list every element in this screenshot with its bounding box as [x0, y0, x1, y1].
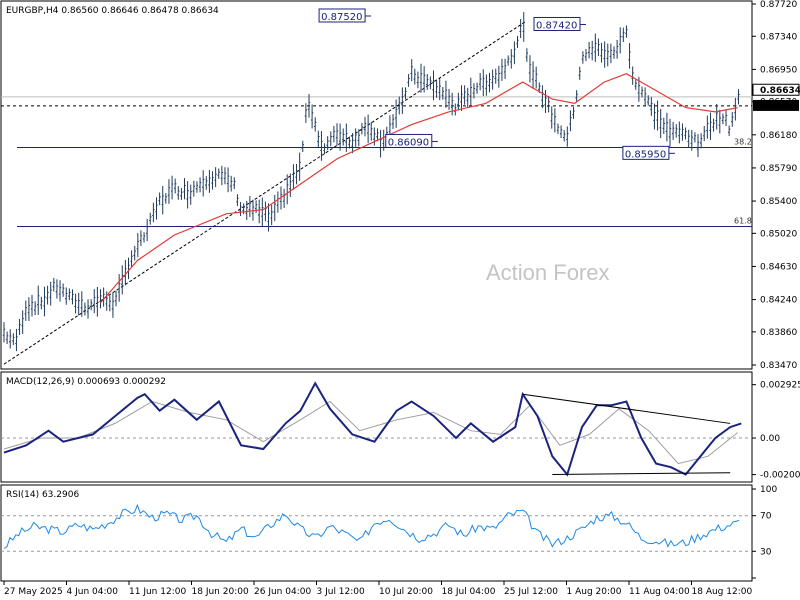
fib-label: 61.8 [734, 217, 752, 226]
macd-tick-label: 0.002925 [760, 381, 800, 391]
callout-label: 0.87520 [321, 12, 362, 23]
price-tick-label: 0.84240 [760, 296, 797, 306]
x-tick-label: 1 Aug 20:00 [567, 587, 622, 597]
macd-layer: 0.002925 0.00 -0.002002 [1, 381, 800, 481]
price-layer: 0.877200.873400.869500.865700.861800.857… [1, 0, 800, 371]
fib-label: 38.2 [734, 138, 752, 147]
macd-line [3, 381, 742, 477]
price-panel-frame [0, 0, 753, 370]
moving-average-line [99, 73, 738, 304]
rsi-tick-label: 30 [760, 547, 772, 557]
rsi-title: RSI(14) 63.2906 [6, 490, 79, 500]
rsi-tick-label: 100 [760, 485, 777, 495]
price-tick-label: 0.84630 [760, 262, 797, 272]
x-tick-label: 3 Jul 12:00 [317, 587, 366, 597]
price-tick-label: 0.86950 [760, 65, 797, 75]
watermark: Action Forex [486, 260, 610, 285]
macd-trend-lower [552, 472, 731, 476]
x-tick-label: 10 Jul 20:00 [379, 587, 433, 597]
macd-signal-line [3, 400, 738, 465]
x-tick-label: 11 Aug 04:00 [629, 587, 690, 597]
x-tick-label: 25 Jul 12:00 [504, 587, 558, 597]
x-tick-label: 18 Jul 04:00 [442, 587, 496, 597]
last-price-tag [752, 83, 800, 96]
price-tick-label: 0.83860 [760, 328, 797, 338]
macd-title: MACD(12,26,9) 0.000693 0.000292 [6, 377, 166, 387]
x-tick-label: 4 Jun 04:00 [67, 587, 119, 597]
callout-label: 0.86090 [388, 137, 429, 148]
ref-price-tag [753, 99, 799, 111]
x-axis: 27 May 2025 4 Jun 04:00 11 Jun 12:00 18 Jun… [3, 581, 753, 597]
x-tick-label: 18 Aug 12:00 [692, 587, 753, 597]
macd-trend-upper [522, 393, 731, 424]
x-tick-label: 27 May 2025 [4, 587, 63, 597]
ref-price-label: 0.86520 [760, 102, 797, 112]
price-tick-label: 0.86180 [760, 131, 797, 141]
rsi-line [3, 503, 740, 549]
x-tick-label: 11 Jun 12:00 [129, 587, 186, 597]
rsi-tick-label: 70 [760, 512, 772, 522]
price-tick-label: 0.85400 [760, 197, 797, 207]
macd-panel-frame [0, 371, 753, 483]
price-tick-label: 0.85020 [760, 229, 797, 239]
callout-label: 0.87420 [536, 20, 577, 31]
price-tick-label: 0.83470 [760, 361, 797, 371]
x-tick-label: 18 Jun 20:00 [192, 587, 249, 597]
chart-header: EURGBP,H4 0.86560 0.86646 0.86478 0.8663… [6, 6, 219, 16]
price-tick-label: 0.87340 [760, 32, 797, 42]
last-price-label: 0.86634 [760, 86, 800, 96]
trendline [3, 20, 527, 365]
x-tick-label: 26 Jun 04:00 [254, 587, 311, 597]
rsi-layer: 100 70 30 [1, 485, 777, 579]
price-tick-label: 0.85790 [760, 164, 797, 174]
price-tick-label: 0.87720 [760, 0, 797, 10]
macd-tick-label: -0.002002 [760, 471, 800, 481]
macd-tick-label: 0.00 [760, 434, 780, 444]
callout-label: 0.85950 [625, 149, 666, 160]
rsi-panel-frame [0, 484, 753, 582]
